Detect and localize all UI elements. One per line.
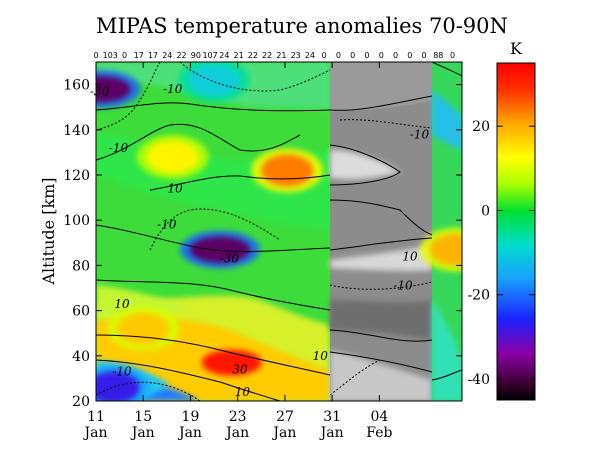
- x-tick-label: 11: [87, 409, 105, 425]
- top-count-label: 0: [122, 51, 127, 60]
- top-count-labels: 0 103 0 17 17 24 22 90 107 24 21 22 22 21 23 24 0 0 0 0 0 0 0 0…: [93, 51, 455, 60]
- contour-label: 10: [402, 249, 418, 263]
- top-count-label: 107: [202, 51, 217, 60]
- top-count-label: 24: [162, 51, 172, 60]
- contour-label: -30: [220, 252, 240, 266]
- anomaly-blob: [117, 312, 170, 345]
- x-tick-label: 15: [134, 409, 152, 425]
- top-count-label: 0: [93, 51, 98, 60]
- top-count-label: 22: [176, 51, 186, 60]
- top-count-label: 0: [421, 51, 426, 60]
- contour-label: -10: [112, 365, 132, 379]
- top-count-label: 103: [103, 51, 118, 60]
- top-count-label: 24: [305, 51, 315, 60]
- anomaly-blob: [430, 233, 462, 266]
- contour-label: 10: [114, 297, 130, 311]
- y-tick-label: 160: [63, 78, 90, 94]
- anomaly-blobs: [96, 62, 462, 401]
- contour-label: -10: [163, 82, 183, 96]
- anomaly-blob: [96, 371, 140, 401]
- heatmap-field: [96, 62, 462, 401]
- data-gap-region: [330, 62, 432, 401]
- top-count-label: 88: [433, 51, 443, 60]
- x-tick-sublabel: Jan: [177, 425, 202, 441]
- x-tick-sublabel: Jan: [319, 425, 344, 441]
- top-count-label: 22: [262, 51, 272, 60]
- x-tick-sublabel: Feb: [366, 425, 392, 441]
- colorbar-ticks: 20 0 -20 -40: [467, 119, 535, 388]
- top-count-label: 0: [407, 51, 412, 60]
- x-tick-label: 27: [276, 409, 294, 425]
- top-count-label: 21: [276, 51, 286, 60]
- contour-label: -10: [410, 127, 430, 141]
- y-tick-label: 140: [63, 123, 90, 139]
- top-count-label: 0: [450, 51, 455, 60]
- contour-label: 30: [232, 362, 248, 376]
- x-tick-sublabel: Jan: [83, 425, 108, 441]
- x-tick-sublabel: Jan: [130, 425, 155, 441]
- colorbar: [496, 62, 536, 401]
- y-axis: 20 40 60 80 100 120 140 160: [63, 78, 462, 410]
- colorbar-tick-label: 20: [472, 119, 490, 135]
- contour-label: -10: [393, 279, 413, 293]
- anomaly-blob: [188, 64, 241, 97]
- contour-label: 10: [167, 182, 183, 196]
- anomaly-blob: [261, 154, 314, 187]
- colorbar-unit: K: [510, 39, 523, 58]
- contour-label: 10: [235, 385, 251, 399]
- x-tick-sublabel: Jan: [224, 425, 249, 441]
- colorbar-tick-label: -40: [467, 372, 490, 388]
- contour-label: 10: [313, 349, 329, 363]
- top-count-label: 17: [134, 51, 144, 60]
- anomaly-blob: [189, 236, 250, 263]
- yellowish-layer: [96, 285, 190, 318]
- contour-labels: -30 -10 -10 10 -10 -30 10 -10 30 10 10 -10 10 -10: [90, 82, 430, 399]
- y-tick-label: 100: [63, 213, 90, 229]
- top-count-label: 0: [322, 51, 327, 60]
- top-count-label: 0: [364, 51, 369, 60]
- top-count-label: 22: [248, 51, 258, 60]
- x-tick-label: 04: [370, 409, 388, 425]
- anomaly-blob: [96, 76, 131, 103]
- y-axis-label: Altitude [km]: [39, 177, 58, 285]
- x-tick-label: 23: [229, 409, 247, 425]
- top-count-label: 24: [219, 51, 229, 60]
- contour-lines: [96, 62, 462, 401]
- y-tick-label: 120: [63, 168, 90, 184]
- x-tick-label: 19: [182, 409, 200, 425]
- x-tick-sublabel: Jan: [271, 425, 296, 441]
- y-tick-label: 40: [72, 349, 90, 365]
- top-count-label: 17: [148, 51, 158, 60]
- negative-contours: [96, 62, 433, 401]
- x-tick-label: 31: [323, 409, 341, 425]
- y-tick-label: 60: [72, 304, 90, 320]
- colorbar-tick-label: -20: [467, 288, 490, 304]
- top-count-label: 21: [234, 51, 244, 60]
- top-count-label: 23: [291, 51, 301, 60]
- top-count-label: 0: [393, 51, 398, 60]
- top-count-label: 90: [191, 51, 201, 60]
- top-count-label: 0: [350, 51, 355, 60]
- top-count-label: 0: [379, 51, 384, 60]
- colorbar-tick-label: 0: [481, 203, 490, 219]
- chart-title: MIPAS temperature anomalies 70-90N: [96, 14, 508, 38]
- contour-label: -10: [109, 141, 129, 155]
- anomaly-blob: [146, 140, 199, 173]
- y-tick-label: 80: [72, 258, 90, 274]
- contour-label: -30: [90, 84, 110, 98]
- contour-label: -10: [157, 218, 177, 232]
- top-count-label: 0: [336, 51, 341, 60]
- plot-frame: [95, 61, 463, 402]
- y-tick-label: 20: [72, 394, 90, 410]
